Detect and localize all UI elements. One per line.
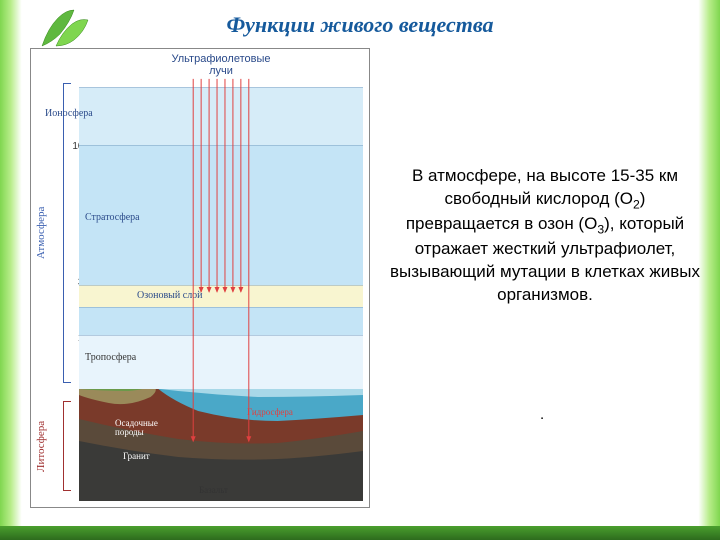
atmosphere-layer: Озоновый слой — [79, 285, 363, 307]
atmosphere-layer: Тропосфера — [79, 335, 363, 391]
granite-label: Гранит — [123, 451, 150, 461]
page-title: Функции живого вещества — [0, 12, 720, 38]
lithosphere-bracket — [63, 401, 71, 491]
layer-label: Тропосфера — [85, 352, 136, 363]
atmosphere-diagram: Атмосфера Литосфера 10035173 Ультрафиоле… — [30, 48, 370, 508]
layer-label: Стратосфера — [85, 212, 140, 223]
atmosphere-layer — [79, 307, 363, 335]
uv-rays-label: Ультрафиолетовые лучи — [172, 53, 271, 77]
sediment-label: Осадочные породы — [115, 419, 158, 437]
layer-label: Ионосфера — [45, 108, 93, 119]
body-text: В атмосфере, на высоте 15-35 км свободны… — [390, 165, 700, 307]
o2-subscript: 2 — [633, 197, 640, 211]
basalt-label: Базальт — [199, 485, 228, 495]
atmosphere-layer: Стратосфера — [79, 145, 363, 285]
ground-layers: Гидросфера Осадочные породы Гранит Базал… — [79, 389, 363, 501]
stray-dot: . — [540, 406, 544, 423]
bottom-bar — [0, 526, 720, 540]
lithosphere-axis-label: Литосфера — [35, 401, 47, 491]
atmosphere-axis-label: Атмосфера — [35, 83, 47, 383]
diagram-plot-area: Ультрафиолетовые лучи Ионосфера Стратосфе… — [79, 55, 363, 501]
layer-label: Озоновый слой — [137, 290, 203, 301]
atmosphere-layer: Ионосфера — [79, 87, 363, 145]
hydrosphere-label: Гидросфера — [247, 407, 293, 417]
